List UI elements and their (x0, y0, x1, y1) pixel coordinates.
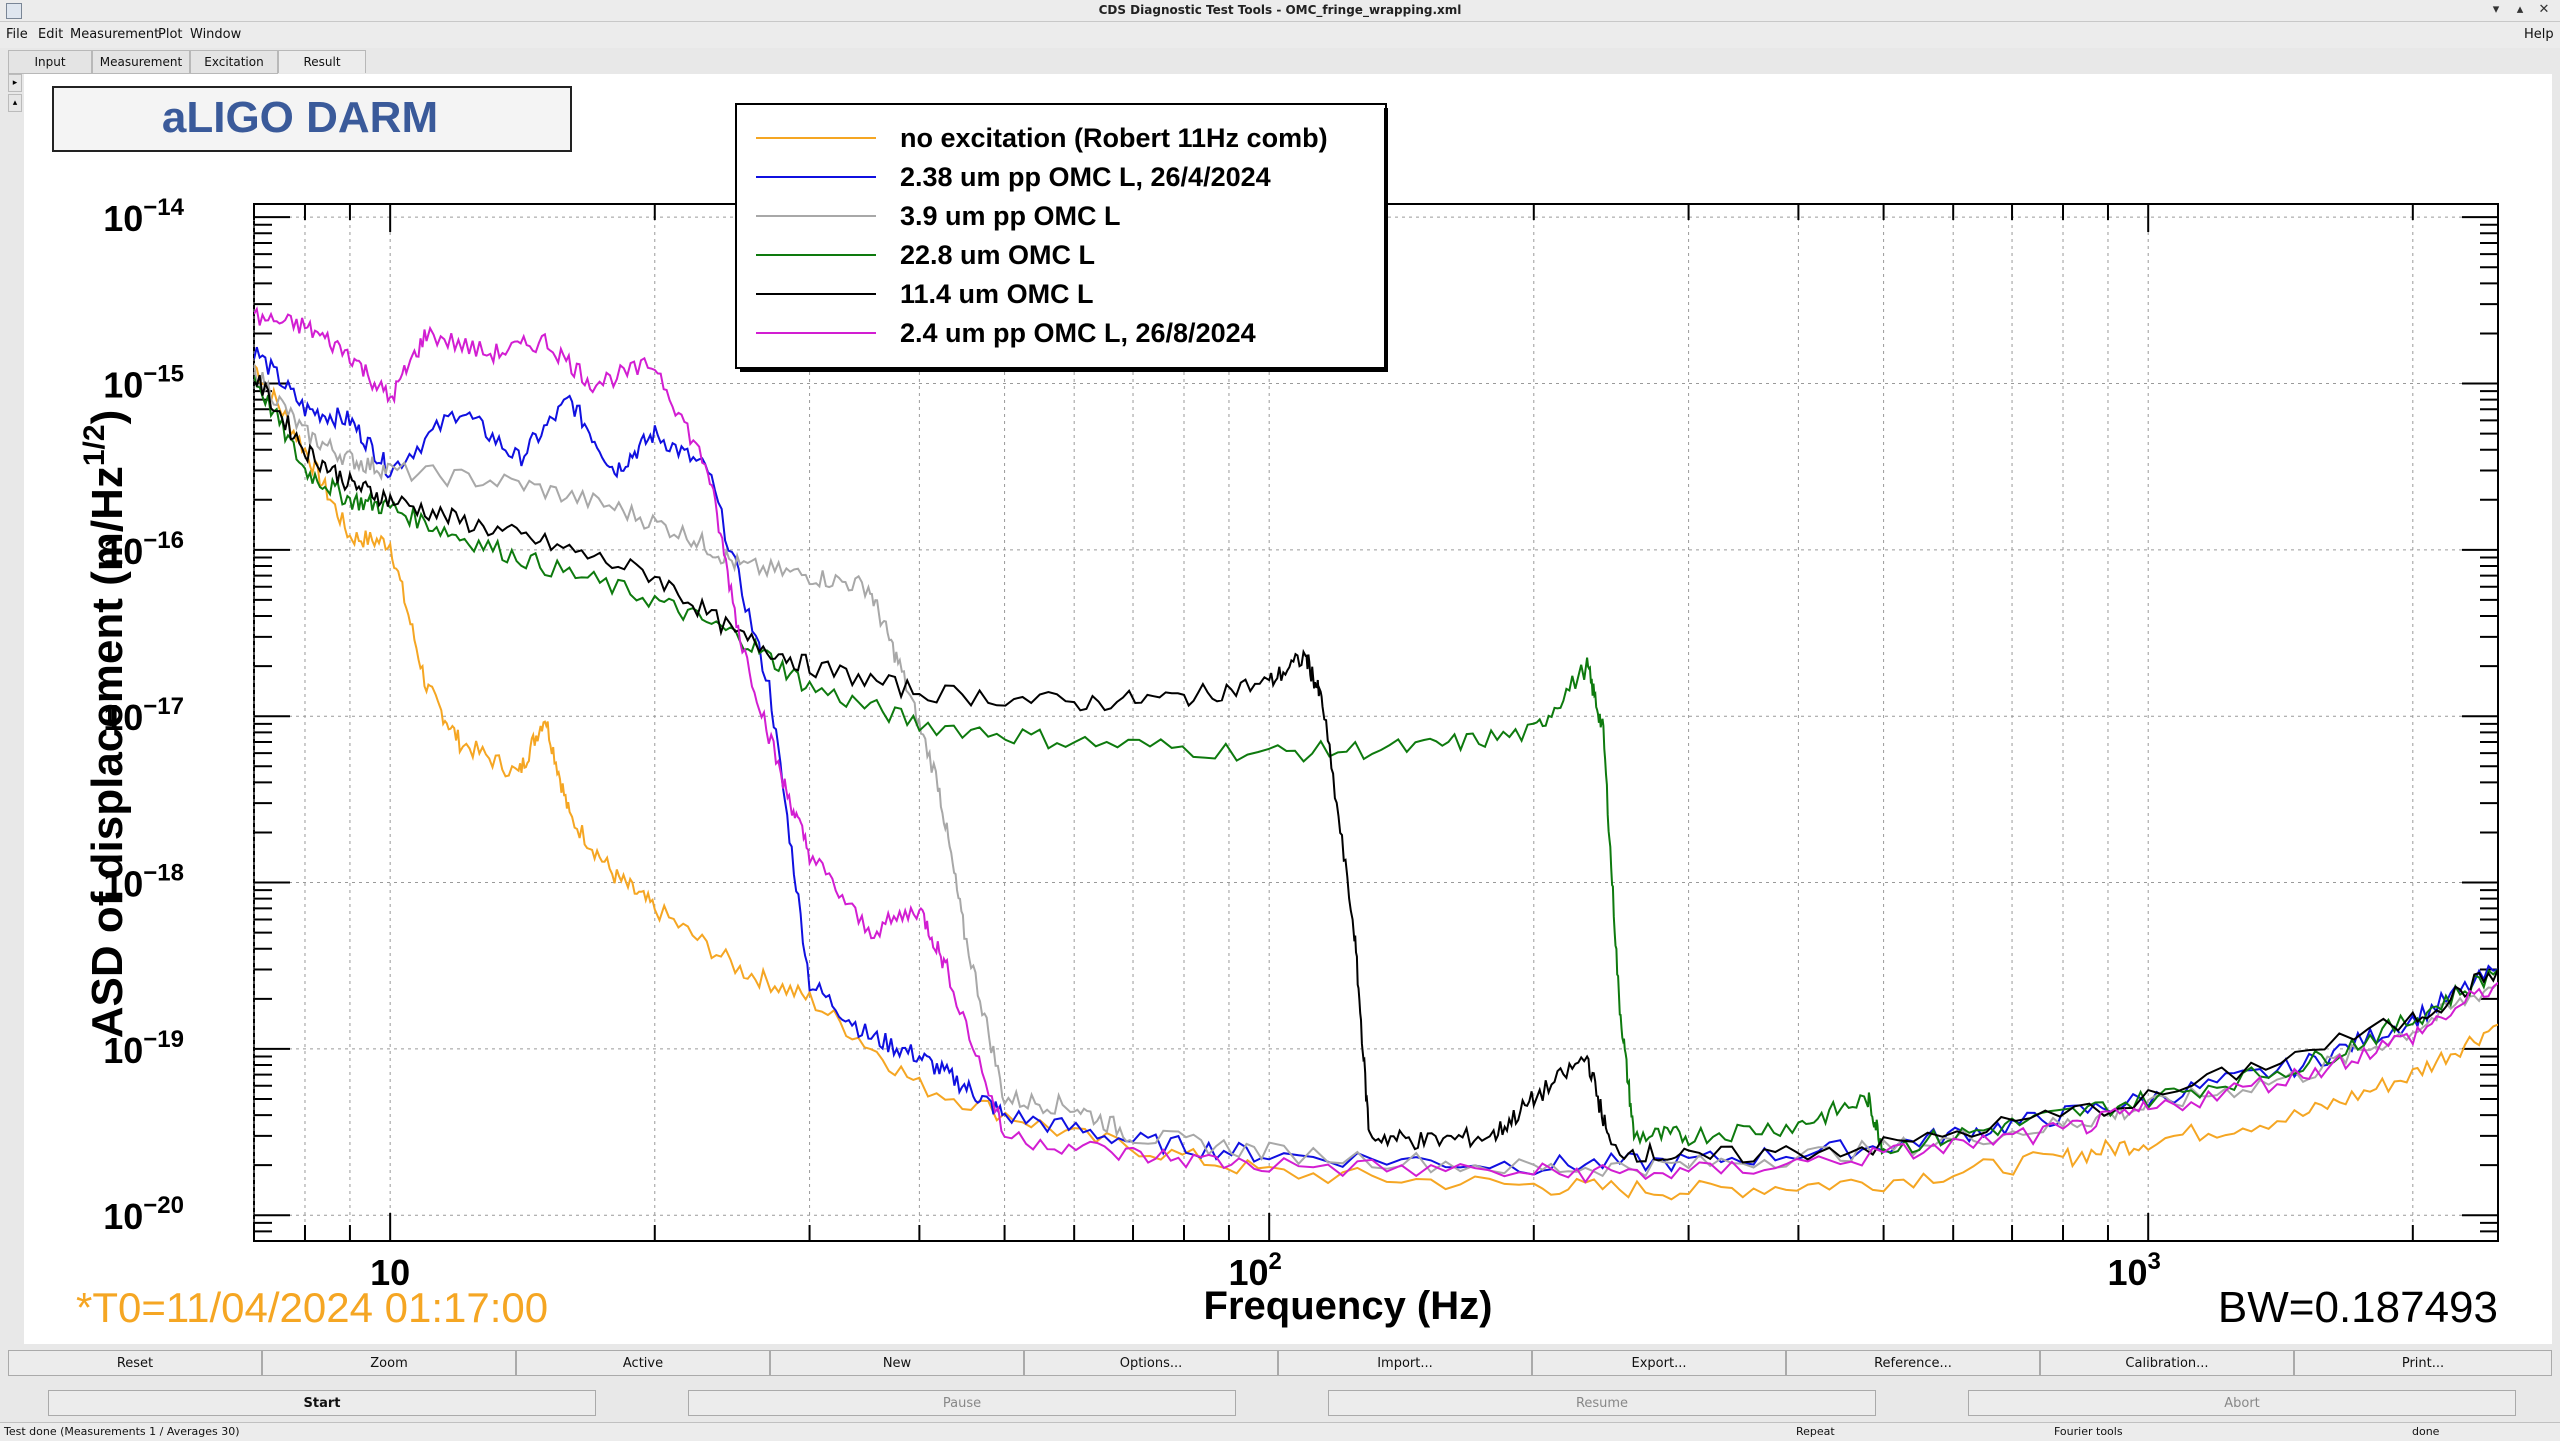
window-title: CDS Diagnostic Test Tools - OMC_fringe_w… (1098, 3, 1462, 17)
side-arrows: ▸ ▴ (8, 74, 22, 114)
series-line (254, 346, 2498, 1176)
menu-plot[interactable]: Plot (158, 27, 183, 42)
series-lines (254, 306, 2498, 1201)
export-button[interactable]: Export... (1532, 1350, 1786, 1376)
legend-label: no excitation (Robert 11Hz comb) (900, 123, 1328, 153)
tab-input[interactable]: Input (8, 50, 92, 74)
title-box (52, 86, 572, 152)
calibration-button[interactable]: Calibration... (2040, 1350, 2294, 1376)
status-repeat: Repeat (1796, 1425, 1835, 1438)
pause-button[interactable]: Pause (688, 1390, 1236, 1416)
series-line (254, 306, 2498, 1184)
y-tick-label: 10−18 (103, 860, 184, 905)
x-tick-label: 102 (1228, 1248, 1281, 1293)
menu-help[interactable]: Help (2524, 27, 2554, 42)
y-axis-label-sup: 1/2 (78, 424, 111, 466)
new-button[interactable]: New (770, 1350, 1024, 1376)
legend-label: 3.9 um pp OMC L (900, 201, 1121, 231)
close-icon[interactable]: ✕ (2538, 2, 2550, 17)
axes-frame (253, 203, 2499, 1242)
active-button[interactable]: Active (516, 1350, 770, 1376)
status-message: Test done (Measurements 1 / Averages 30) (4, 1425, 240, 1438)
menubar: File Edit Measurement Plot Window Help (0, 22, 2560, 48)
y-axis-label-main: ASD of displacement (m/Hz (83, 466, 132, 1038)
options-button[interactable]: Options... (1024, 1350, 1278, 1376)
tick-labels: 10 102 103 10−14 10−15 10−16 10−17 10−18 10−19 10… (103, 194, 2161, 1293)
y-tick-label: 10−19 (103, 1026, 184, 1071)
print-button[interactable]: Print... (2294, 1350, 2552, 1376)
series-line (254, 364, 2498, 1201)
plot-title: aLIGO DARM (162, 93, 438, 142)
series-line (254, 375, 2498, 1155)
y-axis-label-close: ) (83, 410, 132, 425)
menu-measurement[interactable]: Measurement (70, 27, 160, 42)
grid (253, 204, 2498, 1241)
minimize-icon[interactable]: ▾ (2492, 2, 2500, 17)
tab-result[interactable]: Result (278, 50, 366, 73)
status-fourier-tools: Fourier tools (2054, 1425, 2123, 1438)
x-tick-label: 103 (2107, 1248, 2160, 1293)
y-tick-label: 10−20 (103, 1192, 184, 1237)
y-tick-label: 10−15 (103, 361, 184, 406)
expand-up-icon[interactable]: ▴ (8, 94, 22, 112)
y-tick-label: 10−14 (103, 194, 184, 239)
x-tick-label: 10 (370, 1252, 410, 1293)
legend-label: 22.8 um OMC L (900, 240, 1095, 270)
zoom-button[interactable]: Zoom (262, 1350, 516, 1376)
asd-chart[interactable]: aLIGO DARM 10 102 10310−1410−1510−1610−171… (24, 74, 2552, 1344)
menu-window[interactable]: Window (190, 27, 242, 42)
expand-right-icon[interactable]: ▸ (8, 74, 22, 92)
y-tick-label: 10−17 (103, 693, 184, 738)
legend: no excitation (Robert 11Hz comb) 2.38 um … (735, 103, 1388, 372)
timestamp-label: *T0=11/04/2024 01:17:00 (76, 1284, 548, 1331)
reset-button[interactable]: Reset (8, 1350, 262, 1376)
series-line (254, 363, 2498, 1178)
maximize-icon[interactable]: ▴ (2516, 2, 2524, 17)
legend-label: 2.38 um pp OMC L, 26/4/2024 (900, 162, 1271, 192)
legend-label: 11.4 um OMC L (900, 279, 1094, 309)
bandwidth-label: BW=0.187493 (2218, 1283, 2498, 1332)
y-axis-label: ASD of displacement (m/Hz1/2) (78, 410, 132, 1038)
button-row-control: Start Pause Resume Abort (8, 1390, 2552, 1418)
app-icon (6, 3, 22, 19)
legend-label: 2.4 um pp OMC L, 26/8/2024 (900, 318, 1256, 348)
window-titlebar: CDS Diagnostic Test Tools - OMC_fringe_w… (0, 0, 2560, 22)
y-tick-label: 10−16 (103, 527, 184, 572)
start-button[interactable]: Start (48, 1390, 596, 1416)
resume-button[interactable]: Resume (1328, 1390, 1876, 1416)
status-done: done (2412, 1425, 2440, 1438)
x-axis-label: Frequency (Hz) (1204, 1284, 1493, 1328)
import-button[interactable]: Import... (1278, 1350, 1532, 1376)
menu-file[interactable]: File (6, 27, 28, 42)
button-row-plot: Reset Zoom Active New Options... Import.… (8, 1350, 2552, 1378)
legend-box (735, 103, 1387, 369)
reference-button[interactable]: Reference... (1786, 1350, 2040, 1376)
tab-excitation[interactable]: Excitation (190, 50, 278, 74)
abort-button[interactable]: Abort (1968, 1390, 2516, 1416)
series-line (254, 374, 2498, 1164)
tab-measurement[interactable]: Measurement (92, 50, 190, 74)
plot-panel[interactable]: aLIGO DARM 10 102 103 10−14 10−15 10−16 10−17 1… (24, 74, 2552, 1344)
status-bar: Test done (Measurements 1 / Averages 30)… (0, 1422, 2560, 1441)
menu-edit[interactable]: Edit (38, 27, 64, 42)
